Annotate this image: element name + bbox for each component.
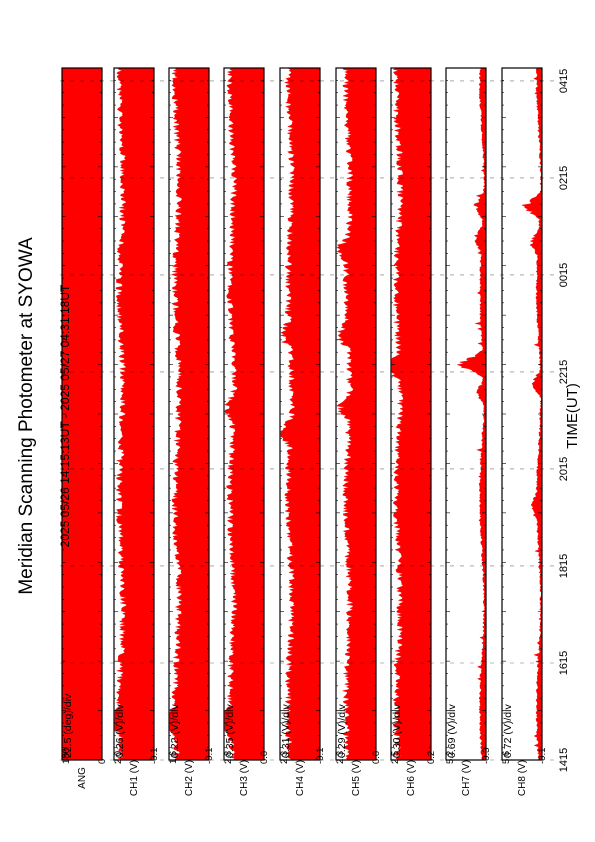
y-tick-min: -0.3 xyxy=(481,748,492,764)
y-tick-max: 2.0 xyxy=(113,751,124,764)
x-tick-label: 1615 xyxy=(558,651,570,675)
x-tick-label: 0415 xyxy=(558,69,570,93)
panel-ylabel: ANG xyxy=(77,767,88,789)
series-trace xyxy=(391,67,432,761)
series-trace xyxy=(114,67,155,761)
panel-scale-label: 22.5 (deg)/div xyxy=(62,693,74,758)
panel-ylabel: CH8 (V) xyxy=(517,760,528,796)
panel-scale-label: 0.69 (V)/div xyxy=(446,704,458,758)
panel-ylabel: CH3 (V) xyxy=(239,760,250,796)
y-tick-min: 0.0 xyxy=(371,751,382,764)
y-tick-max: 180 xyxy=(61,748,72,764)
panel-scale-label: 0.72 (V)/div xyxy=(502,704,514,758)
panel-background xyxy=(502,68,542,760)
y-tick-max: 2.3 xyxy=(279,751,290,764)
panel-ylabel: CH5 (V) xyxy=(351,760,362,796)
panel-scale-label: 0.29 (V)/div xyxy=(336,704,348,758)
panel-ylabel: CH7 (V) xyxy=(461,760,472,796)
panel-scale-label: 0.26 (V)/div xyxy=(114,704,126,758)
panel-scale-label: 0.31 (V)/div xyxy=(280,704,292,758)
panel-ylabel: CH6 (V) xyxy=(406,760,417,796)
x-axis-ticks: 1415 1615 1815 2015 2215 0015 0215 0415 xyxy=(60,69,570,772)
x-tick-label: 2215 xyxy=(558,360,570,384)
y-tick-min: -0.1 xyxy=(149,748,160,764)
y-tick-max: 2.3 xyxy=(335,751,346,764)
series-trace xyxy=(280,67,321,761)
x-tick-label: 1815 xyxy=(558,554,570,578)
series-trace xyxy=(521,67,543,761)
y-tick-max: 2.5 xyxy=(390,751,401,764)
x-axis-label: TIME(UT) xyxy=(564,383,581,449)
chart-title: Meridian Scanning Photometer at SYOWA xyxy=(16,237,37,595)
time-range: 2025 05/26 14:15:13UT - 2025 05/27 04:31… xyxy=(58,284,72,547)
series-trace xyxy=(336,67,377,761)
y-tick-max: 5.6 xyxy=(501,751,512,764)
y-tick-min: 0.0 xyxy=(259,751,270,764)
series-trace xyxy=(457,67,487,761)
panel-scale-label: 0.22 (V)/div xyxy=(169,704,181,758)
y-tick-max: 5.2 xyxy=(445,751,456,764)
x-tick-label: 2015 xyxy=(558,457,570,481)
y-tick-max: 1.6 xyxy=(168,751,179,764)
y-tick-min: 0.2 xyxy=(426,751,437,764)
series-trace xyxy=(169,67,210,761)
panel-ylabel: CH1 (V) xyxy=(129,760,140,796)
x-tick-label: 0215 xyxy=(558,166,570,190)
y-tick-min: -0.1 xyxy=(315,748,326,764)
x-tick-label: 0015 xyxy=(558,263,570,287)
panel-ylabel: CH2 (V) xyxy=(184,760,195,796)
panel-ylabel: CH4 (V) xyxy=(295,760,306,796)
y-tick-min: -0.1 xyxy=(204,748,215,764)
y-tick-min: -0.1 xyxy=(537,748,548,764)
panel-scale-label: 0.30 (V)/div xyxy=(391,704,403,758)
panel-background xyxy=(446,68,486,760)
x-tick-label: 1415 xyxy=(558,748,570,772)
angle-fill xyxy=(62,68,102,760)
series-trace xyxy=(224,67,265,761)
y-tick-max: 2.8 xyxy=(223,751,234,764)
panel-scale-label: 0.35 (V)/div xyxy=(224,704,236,758)
y-tick-min: 0 xyxy=(97,759,108,764)
